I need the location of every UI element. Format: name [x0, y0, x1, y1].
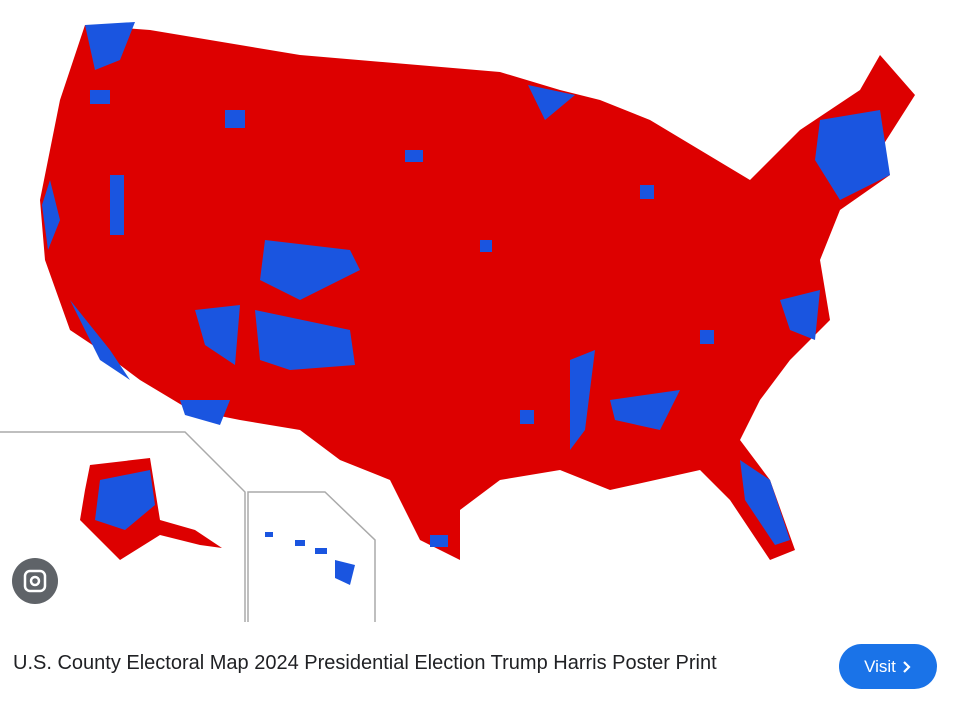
alaska-blue: [95, 470, 155, 530]
lens-icon: [23, 569, 47, 593]
visit-button[interactable]: Visit: [839, 644, 937, 689]
alaska-inset-border: [0, 431, 246, 622]
chevron-icon: [903, 660, 911, 673]
visit-label: Visit: [864, 656, 896, 676]
lens-search-button[interactable]: [12, 558, 58, 604]
hawaii: [265, 532, 355, 585]
blue-counties: [42, 22, 890, 547]
electoral-map-image: [0, 22, 915, 622]
listing-title[interactable]: U.S. County Electoral Map 2024 President…: [13, 652, 717, 674]
hawaii-inset-border: [247, 491, 376, 622]
us-mainland: [40, 25, 915, 560]
